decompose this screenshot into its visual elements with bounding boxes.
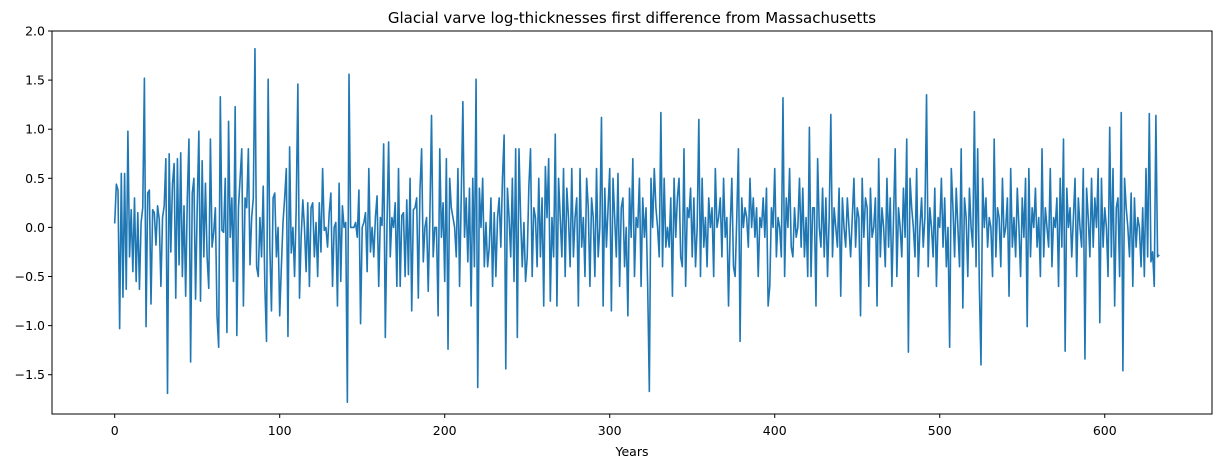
y-tick-label: 0.0 [25,220,45,235]
x-tick-label: 200 [433,423,457,438]
y-tick-label: −0.5 [15,269,45,284]
chart-title: Glacial varve log-thicknesses first diff… [388,9,876,27]
x-tick-label: 0 [111,423,119,438]
y-tick-label: 1.5 [25,73,45,88]
y-axis: −1.5 −1.0 −0.5 0.0 0.5 1.0 1.5 2.0 [15,24,52,382]
x-axis-label: Years [615,444,649,459]
x-tick-label: 400 [763,423,787,438]
series-line-0 [113,47,1160,404]
y-tick-label: 0.5 [25,171,45,186]
x-tick-label: 500 [928,423,952,438]
x-tick-label: 300 [598,423,622,438]
y-tick-label: −1.0 [15,318,45,333]
y-tick-label: 1.0 [25,122,45,137]
y-tick-label: −1.5 [15,367,45,382]
x-tick-label: 100 [268,423,292,438]
x-tick-label: 600 [1093,423,1117,438]
series-line-group [113,47,1160,404]
x-axis: 0 100 200 300 400 500 600 [111,414,1117,438]
plot-frame [51,30,1213,415]
y-tick-label: 2.0 [25,24,45,39]
